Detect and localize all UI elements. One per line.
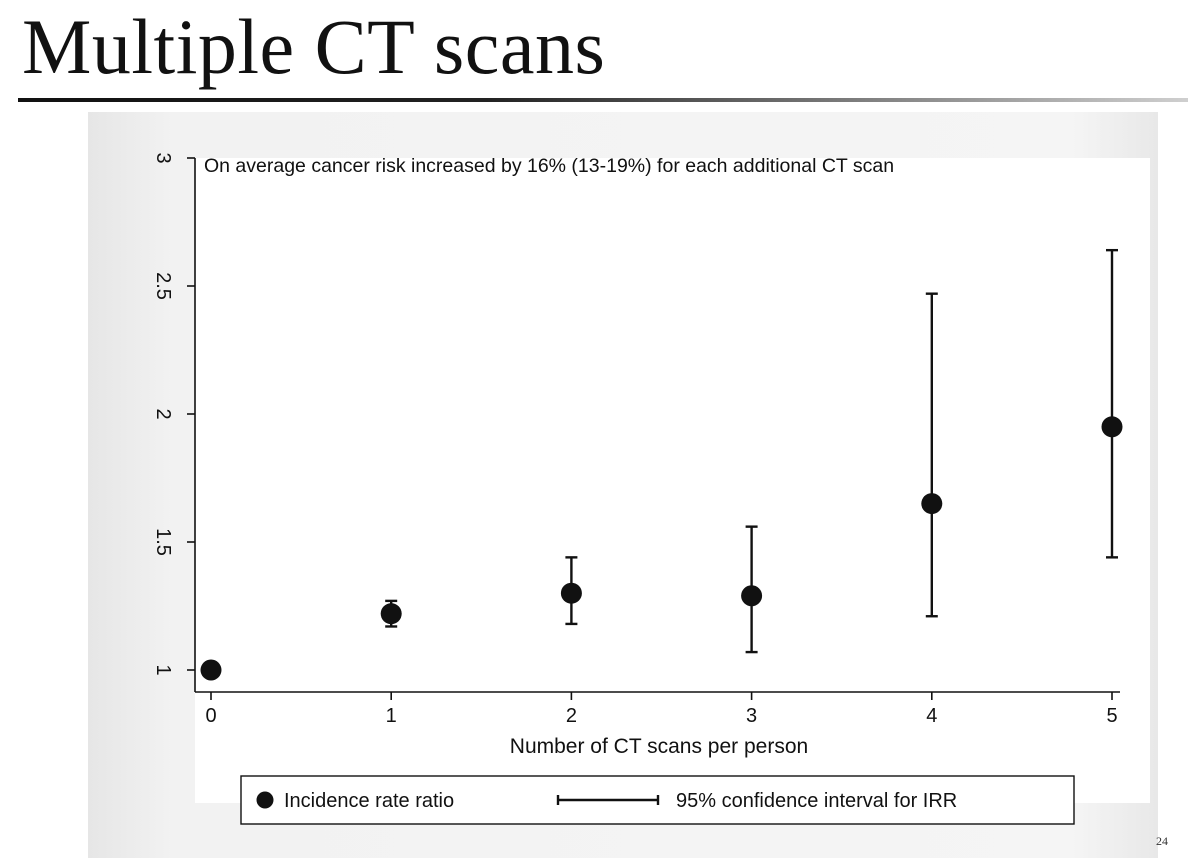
data-point bbox=[560, 582, 582, 604]
x-tick-label: 3 bbox=[746, 705, 757, 727]
chart: On average cancer risk increased by 16% … bbox=[152, 152, 1150, 825]
y-tick-label: 3 bbox=[152, 152, 174, 163]
y-tick-label: 2 bbox=[152, 408, 174, 419]
legend-point-label: Incidence rate ratio bbox=[284, 790, 454, 812]
y-tick-label: 2.5 bbox=[152, 272, 174, 300]
data-point bbox=[921, 493, 943, 515]
x-axis-label: Number of CT scans per person bbox=[510, 735, 808, 758]
x-tick-label: 4 bbox=[926, 705, 937, 727]
x-tick-label: 2 bbox=[566, 705, 577, 727]
y-tick-label: 1.5 bbox=[152, 528, 174, 556]
plot-area-background bbox=[195, 158, 1150, 803]
legend-point-marker bbox=[256, 791, 274, 809]
chart-panel: On average cancer risk increased by 16% … bbox=[88, 112, 1158, 858]
title-underline bbox=[18, 98, 1188, 102]
x-tick-label: 0 bbox=[205, 705, 216, 727]
x-tick-label: 5 bbox=[1106, 705, 1117, 727]
data-point bbox=[1101, 416, 1123, 438]
legend-interval-label: 95% confidence interval for IRR bbox=[676, 790, 957, 812]
data-point bbox=[741, 585, 763, 607]
slide-title: Multiple CT scans bbox=[22, 3, 606, 90]
chart-annotation: On average cancer risk increased by 16% … bbox=[204, 155, 894, 177]
legend: Incidence rate ratio 95% confidence inte… bbox=[240, 775, 1075, 825]
y-tick-label: 1 bbox=[152, 664, 174, 675]
data-point bbox=[200, 659, 222, 681]
data-marks bbox=[200, 248, 1123, 681]
axis-ticks: 0 1 2 3 4 5 1 1.5 2 2.5 3 bbox=[152, 152, 1118, 727]
data-point bbox=[380, 603, 402, 625]
x-tick-label: 1 bbox=[386, 705, 397, 727]
slide-page-number: 24 bbox=[1156, 834, 1168, 848]
